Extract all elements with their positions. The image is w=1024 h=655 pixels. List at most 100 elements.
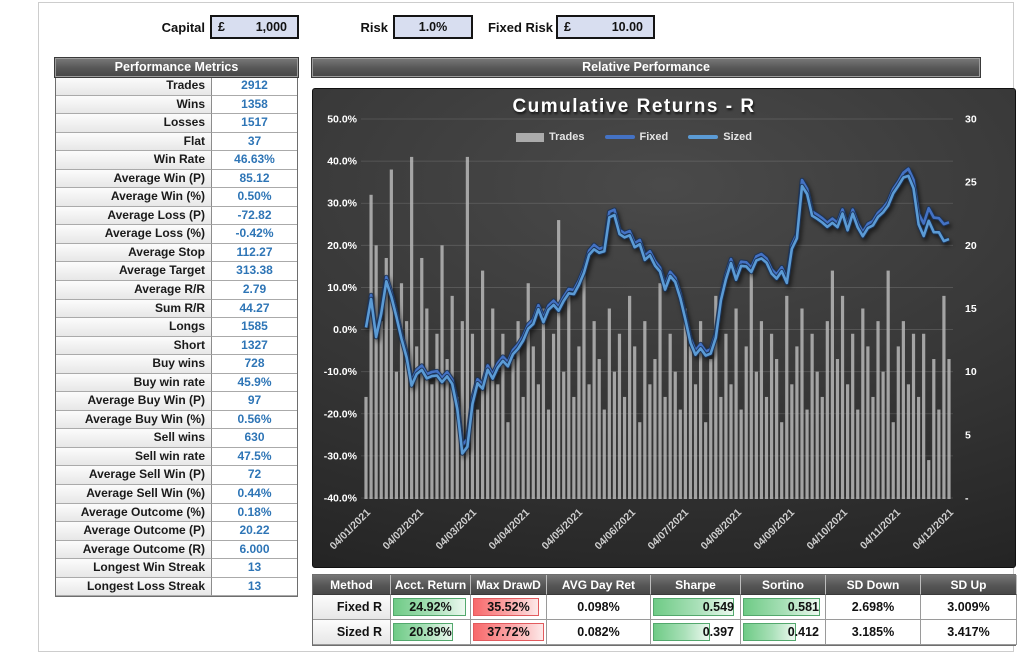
fixed-risk-input[interactable]: £ 10.00 — [556, 15, 655, 39]
metric-row: Average Outcome (%) 0.18% — [56, 503, 297, 523]
cell-sharpe: 0.549 — [651, 595, 741, 620]
metric-row: Average Sell Win (P) 72 — [56, 466, 297, 486]
cell-sortino: 0.581 — [741, 595, 826, 620]
cell-sortino: 0.412 — [741, 620, 826, 645]
cell-value: 0.549 — [702, 600, 734, 614]
green-data-bar — [393, 598, 466, 616]
metric-row: Sum R/R 44.27 — [56, 299, 297, 319]
metric-label: Losses — [56, 114, 212, 133]
cell-value: 20.89% — [409, 625, 452, 639]
column-header-sharpe: Sharpe — [651, 575, 741, 595]
metric-value: 97 — [212, 392, 297, 411]
metric-row: Flat 37 — [56, 132, 297, 152]
metric-label: Average R/R — [56, 281, 212, 300]
metric-label: Average Outcome (P) — [56, 522, 212, 541]
metric-row: Average Buy Win (P) 97 — [56, 392, 297, 411]
metric-row: Longest Loss Streak 13 — [56, 577, 297, 597]
cell-max_drawd: 35.52% — [471, 595, 547, 620]
chart-legend: Trades Fixed Sized — [313, 131, 955, 143]
metric-label: Average Target — [56, 262, 212, 282]
metric-value: 6.000 — [212, 540, 297, 560]
cumulative-returns-chart: 50.0% 40.0% 30.0% 20.0% 10.0% 0.0% -10.0% -20.0… — [312, 88, 1016, 568]
metric-row: Average R/R 2.79 — [56, 281, 297, 300]
cell-sd_down: 2.698% — [826, 595, 921, 620]
metric-label: Flat — [56, 132, 212, 152]
x-axis-date-label: 04/01/2021 — [327, 507, 373, 553]
x-axis-date-label: 04/09/2021 — [751, 507, 797, 553]
capital-input[interactable]: £ 1,000 — [210, 15, 299, 39]
metric-value: 45.9% — [212, 373, 297, 393]
metric-row: Average Win (P) 85.12 — [56, 169, 297, 189]
column-header-sd_down: SD Down — [826, 575, 921, 595]
metric-row: Average Loss (P) -72.82 — [56, 206, 297, 226]
left-axis-tick: 10.0% — [327, 282, 357, 294]
performance-metrics-table: Performance Metrics Trades 2912 Wins 135… — [54, 57, 299, 598]
x-axis-date-label: 04/10/2021 — [804, 507, 850, 553]
metric-label: Average Buy Win (%) — [56, 410, 212, 430]
green-data-bar — [653, 623, 711, 641]
capital-label: Capital — [161, 20, 205, 35]
left-axis-tick: 20.0% — [327, 240, 357, 252]
risk-value: 1.0% — [418, 20, 448, 34]
cell-max_drawd: 37.72% — [471, 620, 547, 645]
metric-row: Average Loss (%) -0.42% — [56, 225, 297, 244]
cell-value: 0.581 — [787, 600, 819, 614]
x-axis-date-label: 04/12/2021 — [910, 507, 956, 553]
x-axis-date-label: 04/06/2021 — [592, 507, 638, 553]
metric-row: Win Rate 46.63% — [56, 151, 297, 170]
cell-sd_up: 3.417% — [921, 620, 1017, 645]
metric-value: 20.22 — [212, 522, 297, 541]
metric-value: 13 — [212, 559, 297, 578]
cell-acct_return: 20.89% — [391, 620, 471, 645]
metric-label: Longest Win Streak — [56, 559, 212, 578]
capital-currency-symbol: £ — [218, 20, 225, 34]
relative-performance-header: Relative Performance — [311, 57, 981, 78]
x-axis-date-label: 04/03/2021 — [433, 507, 479, 553]
risk-input[interactable]: 1.0% — [393, 15, 473, 39]
metric-row: Average Sell Win (%) 0.44% — [56, 485, 297, 504]
metric-label: Average Buy Win (P) — [56, 392, 212, 411]
metric-row: Buy wins 728 — [56, 355, 297, 374]
green-data-bar — [743, 623, 797, 641]
metric-label: Average Outcome (R) — [56, 540, 212, 560]
x-axis-date-label: 04/05/2021 — [539, 507, 585, 553]
fixed-risk-label: Fixed Risk — [487, 20, 553, 35]
right-axis-tick: 10 — [965, 366, 977, 378]
metric-label: Average Win (%) — [56, 188, 212, 207]
chart-title: Cumulative Returns - R — [512, 96, 756, 117]
metric-value: 630 — [212, 429, 297, 448]
metric-label: Average Loss (P) — [56, 206, 212, 226]
sized-line-swatch-icon — [688, 135, 719, 139]
metric-row: Average Outcome (P) 20.22 — [56, 522, 297, 541]
metric-row: Average Buy Win (%) 0.56% — [56, 410, 297, 430]
metric-value: 728 — [212, 355, 297, 374]
legend-item-trades: Trades — [516, 131, 585, 143]
metric-value: 46.63% — [212, 151, 297, 170]
right-axis-tick: 30 — [965, 114, 977, 126]
left-axis-tick: -40.0% — [324, 493, 358, 505]
left-axis-tick: 0.0% — [333, 324, 358, 336]
metric-row: Average Target 313.38 — [56, 262, 297, 282]
capital-value: 1,000 — [255, 20, 287, 34]
legend-item-fixed: Fixed — [604, 131, 668, 143]
metric-label: Average Loss (%) — [56, 225, 212, 244]
metric-value: 72 — [212, 466, 297, 486]
left-axis-tick: 30.0% — [327, 198, 357, 210]
trades-swatch-icon — [516, 132, 545, 142]
cell-value: 35.52% — [487, 600, 530, 614]
metric-value: -72.82 — [212, 206, 297, 226]
metric-row: Buy win rate 45.9% — [56, 373, 297, 393]
metric-label: Sum R/R — [56, 299, 212, 319]
cell-avg_day_ret: 0.082% — [547, 620, 651, 645]
sized-series-line — [364, 174, 950, 455]
metric-value: 2912 — [212, 77, 297, 96]
x-axis-date-label: 04/04/2021 — [486, 507, 532, 553]
cell-value: 24.92% — [409, 600, 452, 614]
metric-value: 0.56% — [212, 410, 297, 430]
risk-label: Risk — [360, 20, 388, 35]
metric-row: Losses 1517 — [56, 114, 297, 133]
metric-label: Win Rate — [56, 151, 212, 170]
metric-label: Sell win rate — [56, 447, 212, 467]
metric-label: Sell wins — [56, 429, 212, 448]
